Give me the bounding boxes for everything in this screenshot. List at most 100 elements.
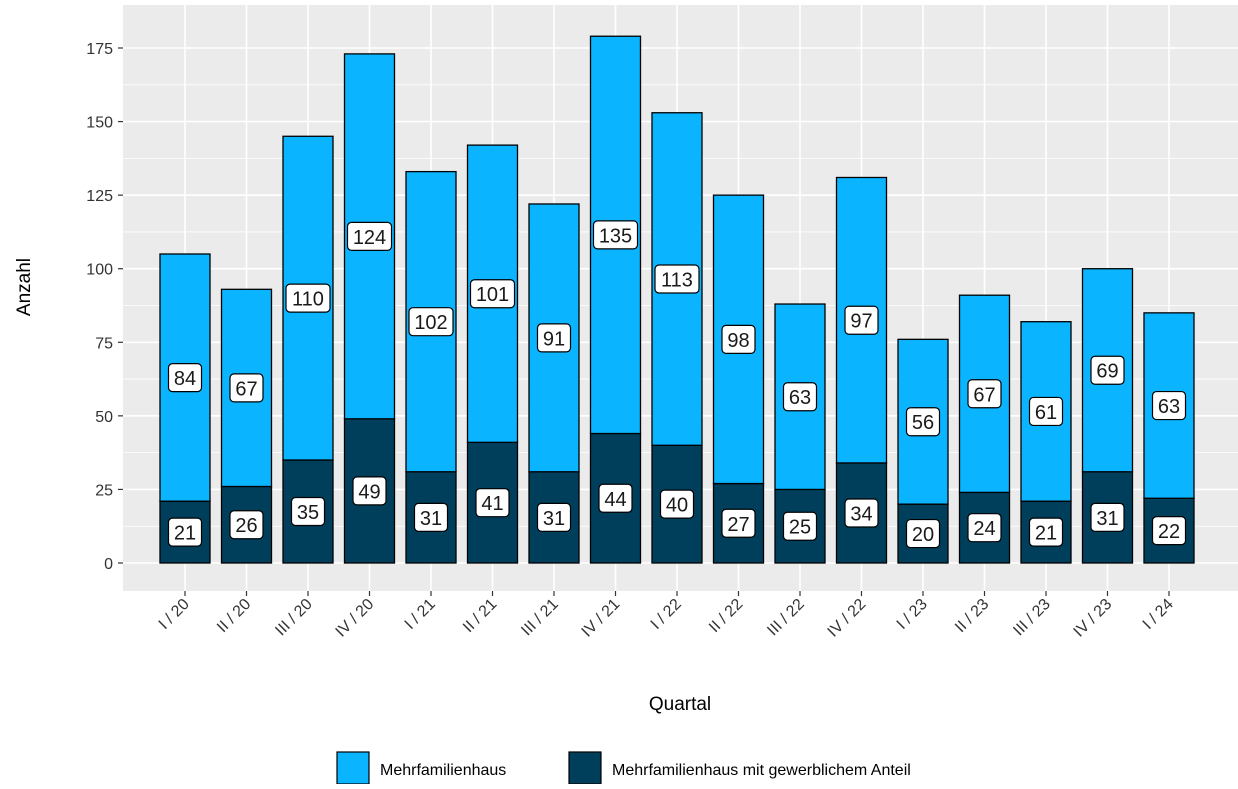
data-label-box bbox=[1090, 355, 1125, 385]
data-label: 135 bbox=[592, 220, 639, 250]
x-tick-label: I / 20 bbox=[156, 596, 193, 633]
data-label: 101 bbox=[469, 279, 516, 309]
data-label-box bbox=[475, 488, 510, 518]
data-label-box bbox=[782, 382, 818, 412]
data-label-box bbox=[536, 323, 572, 353]
data-label-box bbox=[536, 502, 572, 532]
data-label-text: 84 bbox=[174, 368, 196, 390]
data-label: 40 bbox=[659, 489, 695, 519]
data-label-box bbox=[1090, 502, 1125, 532]
x-tick-label: IV / 20 bbox=[333, 596, 378, 641]
data-label-text: 26 bbox=[235, 515, 257, 537]
data-label-text: 91 bbox=[543, 328, 565, 350]
legend-key bbox=[336, 751, 370, 785]
data-label-text: 44 bbox=[604, 489, 626, 511]
data-label-text: 61 bbox=[1035, 402, 1057, 424]
legend-item: Mehrfamilienhaus mit gewerblichem Anteil bbox=[568, 751, 911, 785]
data-label: 98 bbox=[721, 324, 756, 354]
x-tick-label: III / 23 bbox=[1010, 596, 1054, 640]
data-label-text: 40 bbox=[666, 495, 688, 517]
data-label: 67 bbox=[229, 373, 264, 403]
data-label-text: 49 bbox=[358, 481, 380, 503]
data-label: 44 bbox=[598, 483, 633, 513]
data-label-text: 63 bbox=[789, 387, 811, 409]
data-label: 25 bbox=[782, 511, 818, 541]
data-label-box bbox=[352, 476, 387, 506]
data-label-box bbox=[167, 363, 203, 393]
data-label-box bbox=[721, 508, 756, 538]
data-label-box bbox=[844, 305, 879, 335]
data-label-box bbox=[905, 518, 941, 549]
x-tick-label: III / 21 bbox=[518, 596, 562, 640]
data-label-text: 101 bbox=[476, 284, 509, 306]
data-label: 110 bbox=[285, 283, 331, 313]
x-tick-label: IV / 22 bbox=[825, 596, 870, 641]
data-label: 31 bbox=[1090, 502, 1125, 532]
data-label-text: 27 bbox=[727, 514, 749, 536]
data-label: 49 bbox=[352, 476, 387, 506]
data-label-text: 24 bbox=[973, 518, 995, 540]
x-tick-label: I / 22 bbox=[648, 596, 685, 633]
data-label: 63 bbox=[1151, 390, 1187, 421]
data-label-text: 35 bbox=[297, 502, 319, 524]
data-label-box bbox=[654, 264, 700, 294]
data-label-box bbox=[408, 307, 454, 337]
data-label-text: 98 bbox=[727, 330, 749, 352]
data-label: 34 bbox=[844, 498, 879, 528]
data-label: 21 bbox=[1028, 517, 1064, 547]
data-label-box bbox=[290, 496, 326, 527]
data-label: 21 bbox=[167, 517, 203, 547]
data-label: 56 bbox=[905, 407, 941, 437]
y-axis-title: Anzahl bbox=[14, 258, 35, 316]
data-label-box bbox=[721, 324, 756, 354]
data-label-box bbox=[413, 502, 449, 532]
y-tick-label: 125 bbox=[86, 188, 113, 205]
data-label: 35 bbox=[290, 496, 326, 527]
data-label-box bbox=[967, 513, 1002, 543]
data-label-text: 21 bbox=[1035, 523, 1057, 545]
data-label: 84 bbox=[167, 363, 203, 393]
legend-label: Mehrfamilienhaus bbox=[380, 762, 506, 779]
x-tick-label: II / 23 bbox=[952, 596, 992, 636]
data-label-box bbox=[285, 283, 331, 313]
y-tick-label: 175 bbox=[86, 41, 113, 58]
x-tick-label: II / 20 bbox=[214, 596, 254, 636]
data-label: 31 bbox=[413, 502, 449, 532]
data-label-box bbox=[1028, 517, 1064, 547]
data-labels: 21 84 26 67 35 110 49 124 31 102 41 101 31 91 44 135 40 1… bbox=[167, 220, 1187, 549]
data-label-box bbox=[598, 483, 633, 513]
x-tick-label: III / 20 bbox=[272, 596, 316, 640]
data-label: 91 bbox=[536, 323, 572, 353]
data-label-box bbox=[167, 517, 203, 547]
legend: Mehrfamilienhaus Mehrfamilienhaus mit gew… bbox=[336, 751, 911, 785]
data-label-text: 21 bbox=[174, 523, 196, 545]
data-label-text: 25 bbox=[789, 517, 811, 539]
y-tick-label: 50 bbox=[95, 409, 113, 426]
data-label-text: 41 bbox=[481, 493, 503, 515]
data-label-box bbox=[1028, 396, 1064, 427]
data-label-text: 67 bbox=[973, 384, 995, 406]
data-label: 26 bbox=[229, 510, 264, 540]
data-label: 61 bbox=[1028, 396, 1064, 427]
data-label-box bbox=[1151, 390, 1187, 421]
data-label-text: 69 bbox=[1096, 361, 1118, 383]
data-label-text: 67 bbox=[235, 378, 257, 400]
data-label-text: 20 bbox=[912, 524, 934, 546]
x-tick-label: II / 21 bbox=[460, 596, 500, 636]
data-label-text: 110 bbox=[292, 289, 324, 311]
data-label-text: 97 bbox=[850, 311, 872, 333]
data-label: 67 bbox=[967, 379, 1002, 409]
y-tick-label: 100 bbox=[86, 262, 113, 279]
data-label: 102 bbox=[408, 307, 454, 337]
y-tick-label: 25 bbox=[95, 482, 113, 499]
x-tick-label: II / 22 bbox=[706, 596, 746, 636]
data-label: 97 bbox=[844, 305, 879, 335]
data-label: 113 bbox=[654, 264, 700, 294]
data-label-box bbox=[592, 220, 639, 250]
data-label-text: 22 bbox=[1158, 521, 1180, 543]
data-label-box bbox=[844, 498, 879, 528]
data-label-text: 113 bbox=[661, 270, 693, 292]
x-tick-label: I / 24 bbox=[1140, 596, 1177, 633]
